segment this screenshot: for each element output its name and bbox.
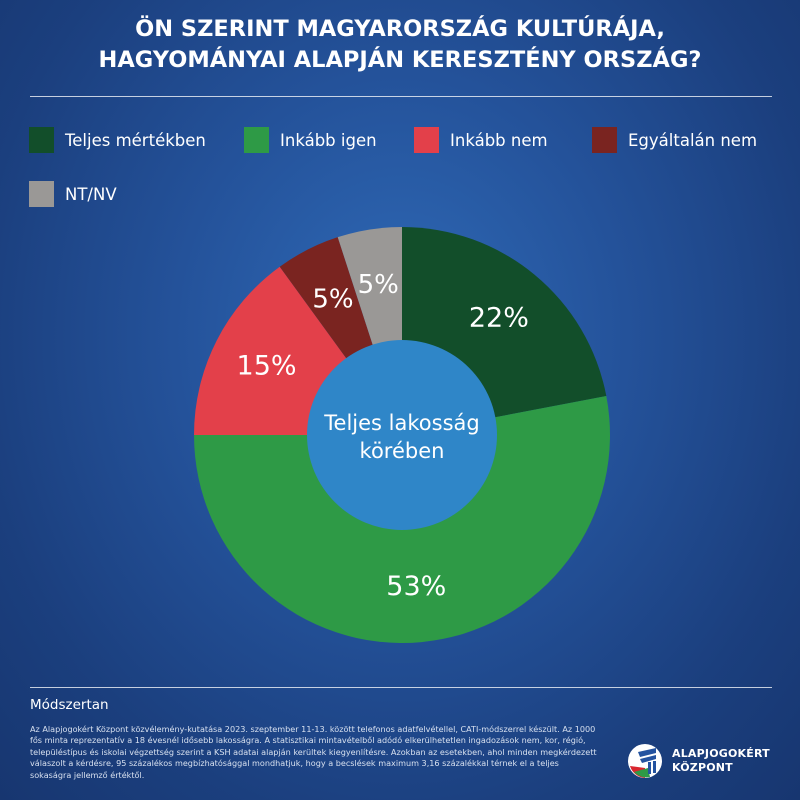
methodology-text: Az Alapjogokért Központ közvélemény-kuta…	[30, 724, 597, 780]
title-line-1: ÖN SZERINT MAGYARORSZÁG KULTÚRÁJA,	[135, 16, 665, 42]
slice-value-label: 5%	[312, 285, 353, 315]
legend-swatch	[244, 127, 269, 153]
slice-labels: 22% 53% 15% 5% 5%	[237, 270, 529, 602]
methodology-heading: Módszertan	[30, 697, 109, 713]
legend-item-teljes-mertekben: Teljes mértékben	[29, 127, 206, 153]
legend-label: Teljes mértékben	[65, 130, 206, 150]
legend-label: NT/NV	[65, 184, 117, 204]
legend-item-nt-nv: NT/NV	[29, 181, 117, 207]
logo-text: ALAPJOGOKÉRT KÖZPONT	[672, 747, 770, 775]
slice-value-label: 22%	[469, 302, 529, 333]
legend-swatch	[29, 181, 54, 207]
footer-divider	[30, 687, 772, 688]
legend-label: Egyáltalán nem	[628, 130, 758, 150]
slice-value-label: 53%	[386, 571, 446, 602]
legend-swatch	[414, 127, 439, 153]
donut-center	[307, 340, 497, 530]
center-label-line-2: körében	[360, 439, 445, 463]
center-label-line-1: Teljes lakosság	[323, 411, 479, 435]
legend-label: Inkább nem	[450, 130, 548, 150]
logo: ALAPJOGOKÉRT KÖZPONT	[626, 742, 770, 780]
legend-item-inkabb-nem: Inkább nem	[414, 127, 548, 153]
legend-swatch	[592, 127, 617, 153]
slice-value-label: 5%	[358, 270, 399, 300]
legend-item-egyaltalan-nem: Egyáltalán nem	[592, 127, 757, 153]
title-divider	[30, 96, 772, 97]
logo-text-line-2: KÖZPONT	[672, 761, 733, 774]
logo-emblem-icon	[628, 744, 662, 778]
legend-swatch	[29, 127, 54, 153]
title-line-2: HAGYOMÁNYAI ALAPJÁN KERESZTÉNY ORSZÁG?	[98, 47, 702, 73]
legend-label: Inkább igen	[280, 130, 377, 150]
legend-item-inkabb-igen: Inkább igen	[244, 127, 377, 153]
slice-value-label: 15%	[237, 350, 297, 381]
chart-title: ÖN SZERINT MAGYARORSZÁG KULTÚRÁJA, HAGYO…	[0, 14, 800, 76]
logo-text-line-1: ALAPJOGOKÉRT	[672, 747, 770, 760]
